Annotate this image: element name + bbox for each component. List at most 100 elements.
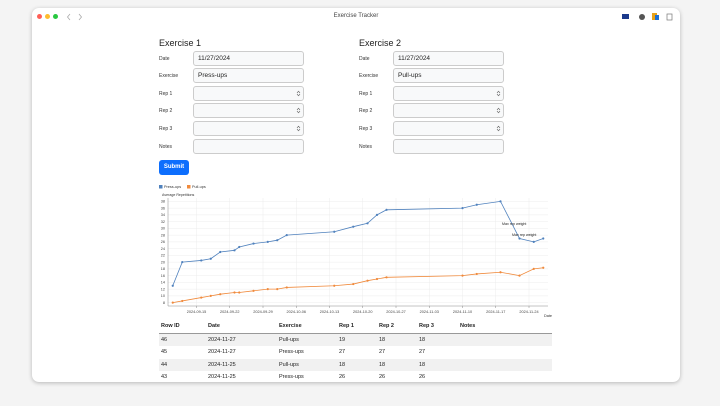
data-point bbox=[233, 249, 236, 252]
data-point bbox=[266, 240, 269, 243]
y-tick-label: 26 bbox=[161, 240, 165, 244]
data-point bbox=[238, 291, 241, 294]
legend-label: Press-ups bbox=[164, 185, 181, 189]
y-tick-label: 30 bbox=[161, 227, 165, 231]
x-tick-label: 2024-10-06 bbox=[287, 310, 306, 314]
column-header: Row ID bbox=[159, 320, 206, 334]
table-cell: 27 bbox=[339, 349, 346, 356]
series-line bbox=[172, 200, 544, 286]
table-cell: Pull-ups bbox=[277, 333, 337, 346]
y-tick-label: 32 bbox=[161, 220, 165, 224]
arrow-icon bbox=[296, 107, 301, 114]
app-window: Exercise Tracker Submit 8 10 12 14 16 18 20 22 2… bbox=[32, 8, 680, 382]
field-label: Rep 1 bbox=[159, 91, 173, 97]
table-cell bbox=[458, 346, 552, 359]
data-point bbox=[238, 245, 241, 249]
y-tick-label: 8 bbox=[163, 301, 165, 305]
input-field[interactable] bbox=[193, 103, 304, 118]
data-point bbox=[375, 213, 379, 216]
field-label: Date bbox=[159, 56, 170, 62]
column-header: Date bbox=[206, 320, 277, 334]
input-field[interactable] bbox=[393, 139, 504, 154]
column-header: Rep 3 bbox=[417, 320, 458, 334]
data-point bbox=[233, 291, 236, 294]
data-point bbox=[252, 289, 255, 292]
y-tick-label: 12 bbox=[161, 287, 165, 291]
select-arrows bbox=[496, 90, 501, 97]
arrow-icon bbox=[496, 90, 501, 97]
table-cell: 27 bbox=[419, 349, 426, 356]
toolbar-icons[interactable] bbox=[620, 12, 676, 22]
input-field[interactable]: Press-ups bbox=[193, 68, 304, 83]
table-row: 43 2024-11-25 Press-ups 26 26 26 bbox=[159, 371, 552, 382]
annotation: Max rep weight bbox=[512, 233, 536, 237]
data-point bbox=[499, 271, 502, 274]
submit-button[interactable]: Submit bbox=[159, 160, 189, 175]
table-cell: 2024-11-27 bbox=[208, 349, 236, 356]
data-point bbox=[276, 288, 279, 291]
input-field[interactable] bbox=[393, 121, 504, 136]
field-label: Date bbox=[359, 56, 370, 62]
select-arrows bbox=[296, 90, 301, 97]
select-arrows bbox=[496, 107, 501, 114]
y-tick-label: 14 bbox=[161, 281, 165, 285]
x-tick-label: 2024-10-20 bbox=[353, 310, 372, 314]
minimize-button[interactable] bbox=[45, 14, 50, 19]
x-tick-label: 2024-11-03 bbox=[420, 310, 439, 314]
table-cell: 18 bbox=[417, 333, 458, 346]
input-field[interactable] bbox=[393, 103, 504, 118]
data-point bbox=[333, 284, 336, 287]
close-button[interactable] bbox=[37, 14, 42, 19]
arrow-icon bbox=[296, 90, 301, 97]
x-tick-label: 2024-09-29 bbox=[253, 310, 272, 314]
input-field[interactable]: 11/27/2024 bbox=[393, 51, 504, 66]
field-label: Notes bbox=[159, 144, 173, 150]
zoom-button[interactable] bbox=[53, 14, 58, 19]
x-tick-label: 2024-09-22 bbox=[220, 310, 239, 314]
data-point bbox=[375, 277, 379, 281]
data-point bbox=[542, 266, 545, 269]
field-label: Rep 3 bbox=[159, 126, 173, 132]
field-label: Exercise bbox=[159, 73, 179, 79]
input-field[interactable] bbox=[193, 121, 304, 136]
data-table: Row ID Date Exercise Rep 1 Rep 2 Rep 3 Notes 46… bbox=[159, 320, 552, 382]
table-row: 45 2024-11-27 Press-ups 27 27 27 bbox=[159, 346, 552, 359]
table-cell: 26 bbox=[379, 374, 386, 381]
y-tick-label: 18 bbox=[161, 267, 165, 271]
nav-arrows[interactable] bbox=[66, 13, 84, 21]
x-tick-label: 2024-11-10 bbox=[453, 310, 472, 314]
table-cell: 46 bbox=[159, 333, 206, 346]
x-tick-label: 2024-10-27 bbox=[386, 310, 405, 314]
input-field[interactable] bbox=[193, 139, 304, 154]
field-label: Notes bbox=[359, 144, 373, 150]
table-cell: Press-ups bbox=[279, 374, 304, 381]
table-cell: 18 bbox=[377, 333, 417, 346]
table-cell: 26 bbox=[339, 374, 346, 381]
data-point bbox=[209, 294, 212, 297]
data-point bbox=[352, 225, 355, 228]
arrow-icon bbox=[496, 125, 501, 132]
column-header: Exercise bbox=[277, 320, 337, 334]
input-field[interactable] bbox=[193, 86, 304, 101]
y-tick-label: 34 bbox=[161, 213, 165, 217]
data-point bbox=[266, 288, 269, 291]
input-field[interactable] bbox=[393, 86, 504, 101]
data-point bbox=[475, 203, 478, 206]
data-point bbox=[285, 286, 288, 289]
data-point bbox=[352, 282, 355, 286]
input-field[interactable]: Pull-ups bbox=[393, 68, 504, 83]
y-tick-label: 36 bbox=[161, 206, 165, 210]
x-tick-label: 2024-11-17 bbox=[486, 310, 505, 314]
table-cell: 26 bbox=[419, 374, 426, 381]
data-point bbox=[499, 200, 502, 203]
input-field[interactable]: 11/27/2024 bbox=[193, 51, 304, 66]
data-point bbox=[171, 301, 174, 304]
data-point bbox=[475, 272, 478, 276]
table-cell bbox=[458, 333, 552, 346]
data-point bbox=[276, 239, 279, 242]
y-tick-label: 16 bbox=[161, 274, 165, 278]
data-point bbox=[366, 222, 369, 225]
table-cell: 19 bbox=[337, 333, 377, 346]
data-point bbox=[366, 279, 369, 282]
x-tick-label: 2024-11-24 bbox=[519, 310, 538, 314]
